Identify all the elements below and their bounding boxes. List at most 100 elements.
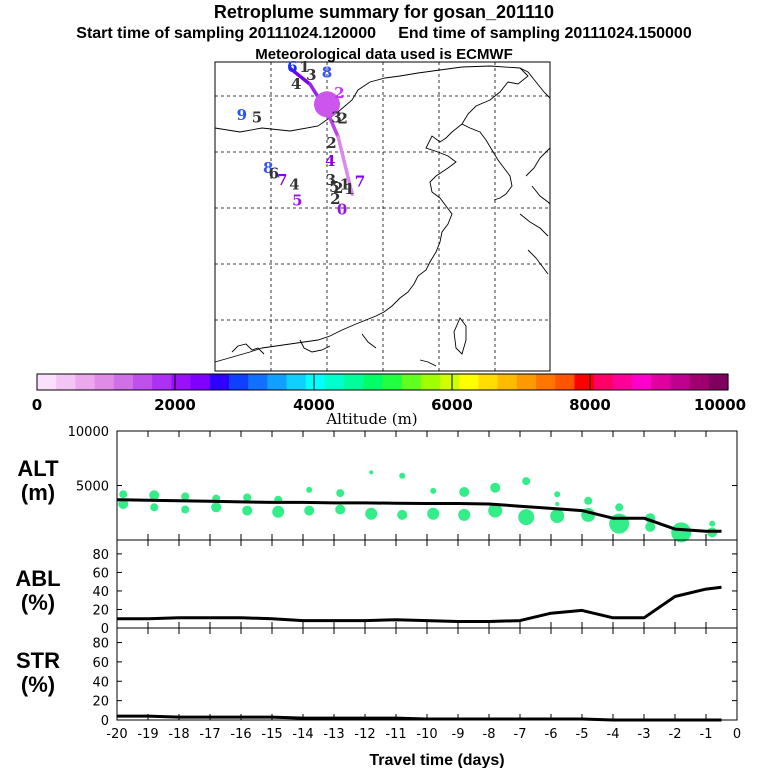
x-tick-label: -6 (545, 727, 558, 742)
series-line (116, 498, 722, 533)
alt-panel-unit: (m) (21, 480, 55, 505)
alt-panel: 10000 5000 (68, 425, 738, 543)
map-gridlines (215, 62, 550, 371)
colorbar-cell (267, 374, 288, 390)
x-tick-label: -15 (261, 727, 282, 742)
colorbar-cell (612, 374, 633, 390)
sampling-times: Start time of sampling 20111024.120000 E… (0, 25, 768, 43)
colorbar-tick: 10000 (694, 396, 746, 414)
cluster-label: 4 (289, 176, 299, 194)
cluster-label: 7 (355, 172, 365, 190)
x-tick-label: -7 (514, 727, 527, 742)
plume-dot (365, 507, 378, 520)
x-tick-label: -1 (700, 727, 713, 742)
abl-panel-unit: (%) (21, 590, 55, 615)
cluster-label: 1 (344, 180, 354, 198)
colorbar-cell (689, 374, 710, 390)
cluster-label: 3 (306, 66, 316, 84)
trajectory-segment (336, 135, 354, 196)
x-tick-label: -10 (416, 727, 437, 742)
plume-dot (369, 470, 374, 475)
colorbar-tick: 6000 (431, 396, 473, 414)
cluster-label: 6 (269, 165, 279, 183)
y-tick-label: 0 (101, 622, 109, 637)
alt-panel-label: ALT (17, 456, 59, 481)
plume-dot (149, 490, 160, 501)
colorbar-cell (593, 374, 614, 390)
plume-dot (399, 472, 406, 479)
plume-dot (336, 489, 345, 498)
trajectory-segment (288, 66, 312, 87)
plume-dot (550, 509, 565, 523)
plume-dot (335, 504, 346, 515)
colorbar-tick: 0 (32, 396, 42, 414)
colorbar-cell (209, 374, 230, 390)
colorbar-cell (286, 374, 307, 390)
plume-dot (518, 509, 535, 526)
cluster-label: 5 (292, 191, 302, 209)
colorbar-cell (305, 374, 326, 390)
cluster-label: 2 (334, 84, 344, 102)
x-tick-label: -17 (199, 727, 220, 742)
plume-dot (272, 505, 285, 518)
y-tick-label: 60 (92, 566, 109, 581)
x-tick-label: -9 (452, 727, 465, 742)
start-time-label: Start time of sampling 20111024.120000 (76, 25, 376, 42)
plume-dot (522, 477, 531, 486)
colorbar-cell (478, 374, 499, 390)
plume-dot (427, 507, 440, 520)
colorbar-cell (94, 374, 115, 390)
plume-dot (645, 521, 656, 532)
cluster-label: 5 (329, 178, 339, 196)
x-axis-label: Travel time (days) (369, 752, 504, 768)
colorbar-cell (670, 374, 691, 390)
plume-dot (181, 505, 190, 514)
cluster-label: 1 (340, 176, 350, 194)
plume-dot (555, 502, 560, 506)
colorbar-cell (344, 374, 364, 390)
cluster-label: 9 (237, 106, 247, 124)
plume-dot (671, 522, 692, 543)
colorbar-cell (459, 374, 480, 390)
map-frame (214, 61, 551, 372)
colorbar-tick: 8000 (569, 396, 611, 414)
x-tick-label: -5 (576, 727, 589, 742)
x-tick-label: -8 (483, 727, 496, 742)
plume-dot (181, 492, 190, 501)
series-line (117, 714, 722, 722)
colorbar-tick: 4000 (293, 396, 335, 414)
colorbar-cell (363, 374, 384, 390)
y-tick-label: 0 (101, 714, 109, 729)
x-tick-label: -11 (385, 727, 406, 742)
x-tick-label: -4 (607, 727, 620, 742)
cluster-label: 8 (263, 159, 273, 177)
cluster-label: 8 (322, 64, 332, 82)
colorbar-cell (401, 374, 422, 390)
cluster-label: 2 (333, 179, 343, 197)
plume-dot (488, 503, 503, 518)
colorbar-separators (174, 374, 591, 390)
plume-dot (304, 505, 315, 516)
panel-frame (116, 430, 738, 541)
colorbar-cell (248, 374, 268, 390)
colorbar-cells (37, 374, 729, 390)
colorbar-cell (574, 374, 595, 390)
y-tick-label: 60 (92, 656, 109, 671)
plume-dot (397, 509, 408, 520)
str-panel-unit: (%) (21, 672, 55, 697)
plume-dot (243, 493, 252, 502)
colorbar-label: Altitude (m) (325, 410, 417, 428)
x-tick-label: -20 (106, 727, 127, 742)
plume-dot (458, 508, 471, 521)
cluster-label: 0 (337, 200, 347, 218)
chart-title: Retroplume summary for gosan_201110 (213, 2, 555, 22)
plume-dot (118, 499, 129, 509)
plume-dot (211, 502, 222, 513)
cluster-label: 3 (331, 109, 341, 127)
plume-dot (615, 503, 624, 512)
x-tick-label: -3 (638, 727, 651, 742)
x-tick-label: -18 (168, 727, 189, 742)
